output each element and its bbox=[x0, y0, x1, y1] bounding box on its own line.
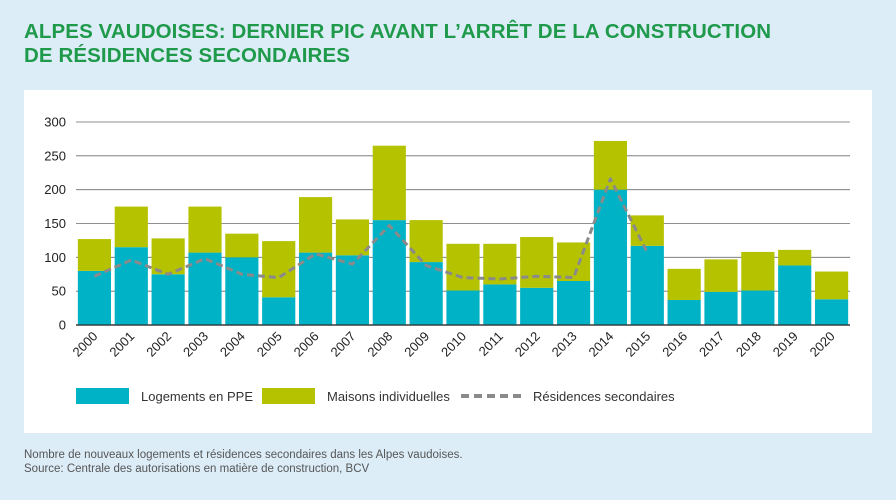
bar-maisons-2006 bbox=[298, 197, 333, 253]
bar-maisons-2004 bbox=[225, 233, 259, 258]
y-tick-label-100: 100 bbox=[44, 250, 66, 265]
legend-item-ppe: Logements en PPE bbox=[76, 385, 253, 407]
x-tick-label-2010: 2010 bbox=[438, 329, 469, 360]
bar-maisons-2003 bbox=[188, 206, 222, 253]
y-tick-label-300: 300 bbox=[44, 115, 66, 130]
x-tick-label-2012: 2012 bbox=[512, 329, 543, 360]
x-tick-label-2000: 2000 bbox=[69, 329, 100, 360]
legend-label-ppe: Logements en PPE bbox=[141, 388, 254, 404]
bar-ppe-2011 bbox=[483, 284, 517, 325]
bar-ppe-2008 bbox=[372, 220, 406, 325]
legend-swatch-ppe bbox=[76, 388, 129, 404]
x-tick-label-2008: 2008 bbox=[364, 329, 395, 360]
bar-ppe-2012 bbox=[520, 287, 554, 325]
x-tick-label-2005: 2005 bbox=[254, 329, 285, 360]
bar-ppe-2013 bbox=[556, 281, 591, 325]
bar-maisons-2018 bbox=[741, 251, 775, 291]
y-tick-label-200: 200 bbox=[44, 182, 66, 197]
x-tick-label-2011: 2011 bbox=[476, 329, 506, 359]
x-tick-label-2020: 2020 bbox=[807, 329, 838, 360]
bar-ppe-2017 bbox=[704, 291, 738, 325]
chart-legend: Logements en PPE Maisons individuelles R… bbox=[76, 385, 836, 407]
x-tick-label-2016: 2016 bbox=[659, 329, 690, 360]
bar-maisons-2020 bbox=[814, 271, 849, 300]
legend-item-maisons: Maisons individuelles bbox=[262, 385, 450, 407]
chart-title-line-1: ALPES VAUDOISES: DERNIER PIC AVANT L’ARR… bbox=[24, 20, 772, 43]
x-tick-label-2019: 2019 bbox=[770, 329, 801, 360]
bar-ppe-2020 bbox=[814, 299, 849, 325]
x-tick-label-2018: 2018 bbox=[733, 329, 764, 360]
x-tick-label-2017: 2017 bbox=[696, 329, 727, 360]
bar-maisons-2007 bbox=[335, 219, 370, 256]
x-tick-label-2004: 2004 bbox=[217, 329, 248, 360]
bar-ppe-2015 bbox=[630, 245, 664, 325]
y-tick-label-250: 250 bbox=[44, 148, 66, 163]
bar-ppe-2000 bbox=[77, 270, 112, 325]
bar-ppe-2016 bbox=[667, 299, 701, 325]
bar-ppe-2018 bbox=[741, 290, 775, 325]
bar-ppe-2010 bbox=[446, 290, 480, 325]
bar-maisons-2016 bbox=[667, 268, 701, 300]
legend-label-maisons: Maisons individuelles bbox=[327, 388, 450, 404]
chart-caption: Nombre de nouveaux logements et résidenc… bbox=[24, 448, 884, 476]
x-tick-label-2009: 2009 bbox=[401, 329, 432, 360]
caption-description: Nombre de nouveaux logements et résidenc… bbox=[24, 449, 463, 461]
y-tick-label-150: 150 bbox=[44, 216, 66, 231]
bar-maisons-2000 bbox=[77, 239, 112, 271]
x-tick-label-2013: 2013 bbox=[549, 329, 580, 360]
legend-item-residences: Résidences secondaires bbox=[461, 385, 675, 407]
bar-ppe-2002 bbox=[151, 274, 185, 325]
bar-ppe-2004 bbox=[225, 257, 259, 325]
bar-maisons-2019 bbox=[778, 249, 812, 266]
x-tick-label-2003: 2003 bbox=[180, 329, 211, 360]
bar-ppe-2001 bbox=[114, 247, 148, 325]
x-tick-label-2015: 2015 bbox=[622, 329, 653, 360]
bar-maisons-2010 bbox=[446, 243, 480, 291]
x-tick-label-2007: 2007 bbox=[327, 329, 358, 360]
y-tick-label-50: 50 bbox=[52, 284, 66, 299]
bar-ppe-2009 bbox=[409, 262, 443, 325]
x-tick-label-2002: 2002 bbox=[143, 329, 174, 360]
caption-source: Source: Centrale des autorisations en ma… bbox=[24, 463, 370, 475]
legend-dash-residences bbox=[461, 394, 521, 398]
legend-swatch-maisons bbox=[262, 388, 315, 404]
bar-ppe-2007 bbox=[335, 255, 370, 325]
x-tick-label-2014: 2014 bbox=[585, 329, 616, 360]
bar-maisons-2017 bbox=[704, 259, 738, 292]
bar-maisons-2008 bbox=[372, 145, 406, 221]
y-tick-label-0: 0 bbox=[59, 318, 66, 333]
chart-title: ALPES VAUDOISES: DERNIER PIC AVANT L’ARR… bbox=[24, 20, 884, 68]
bar-maisons-2012 bbox=[520, 237, 554, 288]
x-tick-label-2006: 2006 bbox=[291, 329, 322, 360]
legend-label-residences: Résidences secondaires bbox=[533, 388, 675, 404]
bar-maisons-2009 bbox=[409, 220, 443, 263]
chart-panel: 0 50 100 150 200 250 300 2000 2001 2002 2003 2004 20… bbox=[24, 90, 872, 433]
bar-ppe-2006 bbox=[298, 252, 333, 325]
x-tick-label-2001: 2001 bbox=[106, 329, 137, 360]
bar-maisons-2001 bbox=[114, 206, 148, 248]
bar-ppe-2019 bbox=[778, 265, 812, 325]
bar-ppe-2005 bbox=[262, 297, 296, 325]
chart-title-line-2: DE RÉSIDENCES SECONDAIRES bbox=[24, 44, 351, 67]
line-residences-secondaires bbox=[93, 177, 649, 281]
